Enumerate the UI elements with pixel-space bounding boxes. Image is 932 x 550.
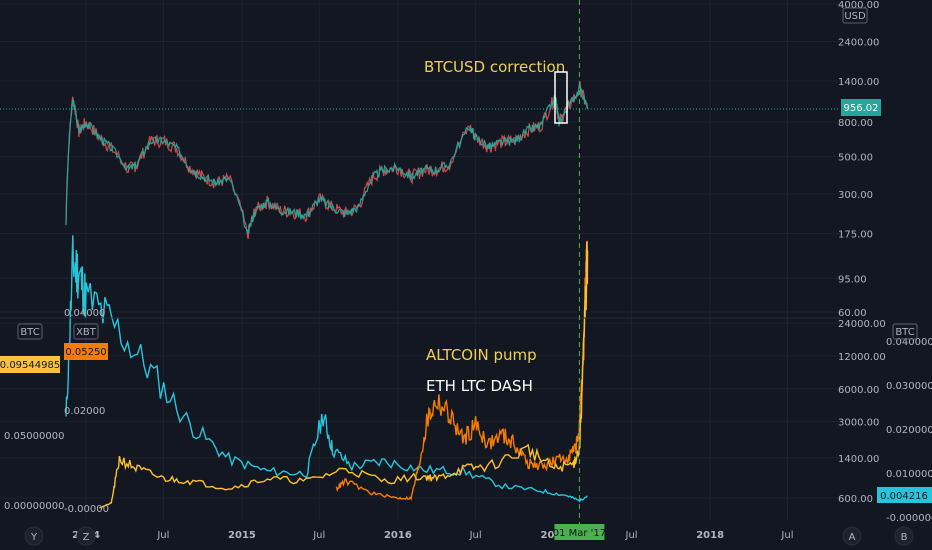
crosshair-date-label: 01 Mar '17 bbox=[553, 528, 606, 539]
right-log-tick-1: 12000.00 bbox=[838, 352, 886, 363]
right-price-axis[interactable]: 4000.00 2400.00 1400.00 800.00 500.00 300.00 1… bbox=[838, 0, 879, 319]
right-axis-tick-2: 1400.00 bbox=[838, 77, 879, 88]
time-tick-5: Jul bbox=[469, 530, 482, 541]
far-right-tick-0: 0.040000 bbox=[886, 337, 932, 348]
corner-label-a: A bbox=[849, 532, 856, 543]
altcoin-series bbox=[65, 235, 589, 509]
crosshair-date-badge bbox=[554, 524, 605, 540]
btcusd-series bbox=[65, 81, 589, 240]
last-price-value: 956.02 bbox=[844, 103, 879, 114]
right-btc-box bbox=[892, 323, 918, 340]
usd-label: USD bbox=[844, 11, 866, 22]
right-log-tick-3: 3000.00 bbox=[838, 418, 879, 429]
far-right-tick-1: 0.030000 bbox=[886, 381, 932, 392]
corner-label-y: Y bbox=[30, 532, 38, 543]
far-right-tick-2: 0.020000 bbox=[886, 425, 932, 436]
right-axis-tick-5: 300.00 bbox=[838, 190, 873, 201]
time-tick-4: 2016 bbox=[384, 530, 412, 541]
corner-button-a bbox=[842, 526, 862, 546]
btcusd-line bbox=[65, 84, 589, 235]
right-log-tick-0: 24000.00 bbox=[838, 319, 886, 330]
inner-axis-tick-0: 0.04000 bbox=[64, 308, 105, 319]
time-tick-8: Jul bbox=[780, 530, 793, 541]
right-axis-tick-0: 4000.00 bbox=[838, 0, 879, 11]
time-axis[interactable]: 2014Jul2015Jul2016JulJul2018Jul201 bbox=[72, 530, 793, 541]
left-axis-tick-0: 0.05000000 bbox=[4, 431, 64, 442]
right-axis-tick-1: 2400.00 bbox=[838, 37, 879, 48]
corner-button-b bbox=[894, 526, 914, 546]
inner-badge bbox=[64, 343, 108, 360]
right-axis-tick-3: 800.00 bbox=[838, 118, 873, 129]
right-btc-label: BTC bbox=[895, 327, 914, 338]
corner-label-z: Z bbox=[83, 532, 90, 543]
inner-axis-tick-2: -0.00000 bbox=[64, 504, 109, 515]
far-right-badge-value: 0.004216 bbox=[880, 491, 928, 502]
right-axis-tick-8: 60.00 bbox=[838, 308, 867, 319]
left-axis[interactable]: 0.05000000 0.00000000 bbox=[4, 431, 64, 512]
annotation-altcoin-pump: ALTCOIN pump bbox=[426, 346, 537, 364]
far-right-badge bbox=[877, 487, 932, 503]
right-log-tick-5: 600.00 bbox=[838, 494, 873, 505]
left-btc-box bbox=[17, 323, 43, 340]
far-right-tick-3: 0.010000 bbox=[886, 469, 932, 480]
left-badge-value: 0.09544985 bbox=[0, 360, 60, 371]
grid bbox=[0, 0, 840, 520]
right-log-tick-4: 1400.00 bbox=[838, 454, 879, 465]
last-price-badge bbox=[841, 99, 881, 116]
time-tick-2: 2015 bbox=[228, 530, 256, 541]
time-tick-partial: 201 bbox=[541, 530, 562, 541]
eth-line bbox=[65, 235, 588, 503]
left-btc-label: BTC bbox=[20, 327, 39, 338]
annotation-eth-ltc-dash: ETH LTC DASH bbox=[426, 377, 533, 395]
right-log-tick-2: 6000.00 bbox=[838, 385, 879, 396]
xbt-box bbox=[73, 323, 99, 340]
time-tick-3: Jul bbox=[312, 530, 325, 541]
corner-button-z bbox=[76, 526, 96, 546]
far-right-tick-4: -0.000000 bbox=[886, 513, 932, 524]
xbt-label: XBT bbox=[76, 327, 97, 338]
usd-box bbox=[842, 7, 868, 24]
corner-label-b: B bbox=[901, 532, 908, 543]
left-badge bbox=[0, 356, 60, 373]
time-tick-1: Jul bbox=[156, 530, 169, 541]
inner-badge-value: 0.05250 bbox=[65, 347, 106, 358]
btcusd-line-red bbox=[65, 81, 589, 240]
corner-button-y bbox=[24, 526, 44, 546]
right-axis-tick-6: 175.00 bbox=[838, 229, 873, 240]
correction-box bbox=[554, 71, 568, 124]
right-axis-tick-4: 500.00 bbox=[838, 153, 873, 164]
time-tick-7: 2018 bbox=[696, 530, 724, 541]
ltc-line bbox=[335, 240, 589, 501]
left-axis-tick-1: 0.00000000 bbox=[4, 501, 64, 512]
right-log-axis[interactable]: 24000.00 12000.00 6000.00 3000.00 1400.00 600… bbox=[838, 319, 886, 505]
time-tick-6: Jul bbox=[625, 530, 638, 541]
dash-line bbox=[99, 241, 589, 509]
annotation-btcusd-correction: BTCUSD correction bbox=[424, 58, 565, 76]
inner-axis-tick-1: 0.02000 bbox=[64, 406, 105, 417]
inner-axis[interactable]: 0.04000 0.02000 -0.00000 bbox=[64, 308, 109, 515]
far-right-axis[interactable]: 0.040000 0.030000 0.020000 0.010000 -0.00000… bbox=[886, 337, 932, 524]
right-axis-tick-7: 95.00 bbox=[838, 274, 867, 285]
